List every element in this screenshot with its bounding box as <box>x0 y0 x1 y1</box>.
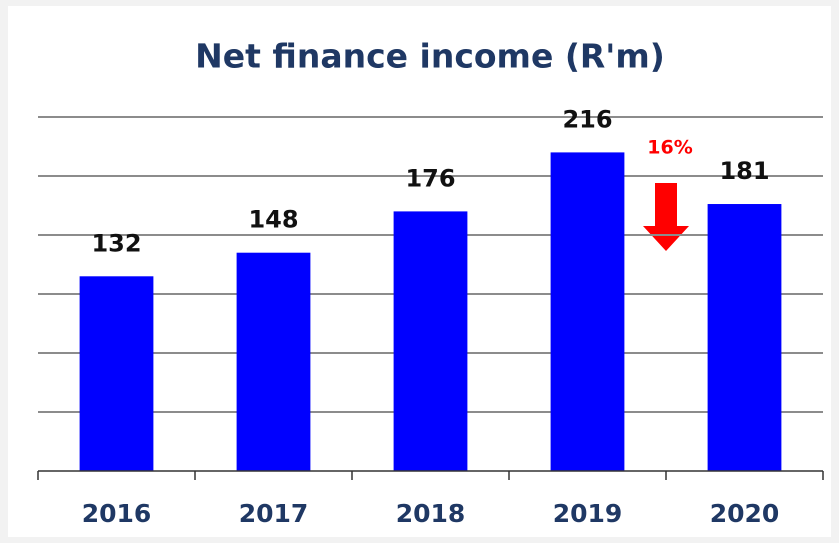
value-label: 176 <box>405 164 455 192</box>
bar <box>707 204 782 471</box>
x-tick-label: 2017 <box>239 499 309 528</box>
x-tick-label: 2016 <box>82 499 152 528</box>
x-tick-label: 2020 <box>710 499 780 528</box>
bar <box>236 252 311 471</box>
x-tick-label: 2019 <box>553 499 623 528</box>
value-label: 181 <box>719 157 769 185</box>
x-tick-label: 2018 <box>396 499 466 528</box>
bar <box>393 211 468 471</box>
value-label: 216 <box>562 105 612 133</box>
value-label: 132 <box>91 229 141 257</box>
bar <box>79 276 154 471</box>
chart-title: Net finance income (R'm) <box>195 37 665 76</box>
annotation: 16% <box>647 137 692 159</box>
bar <box>550 152 625 471</box>
value-label: 148 <box>248 206 298 234</box>
